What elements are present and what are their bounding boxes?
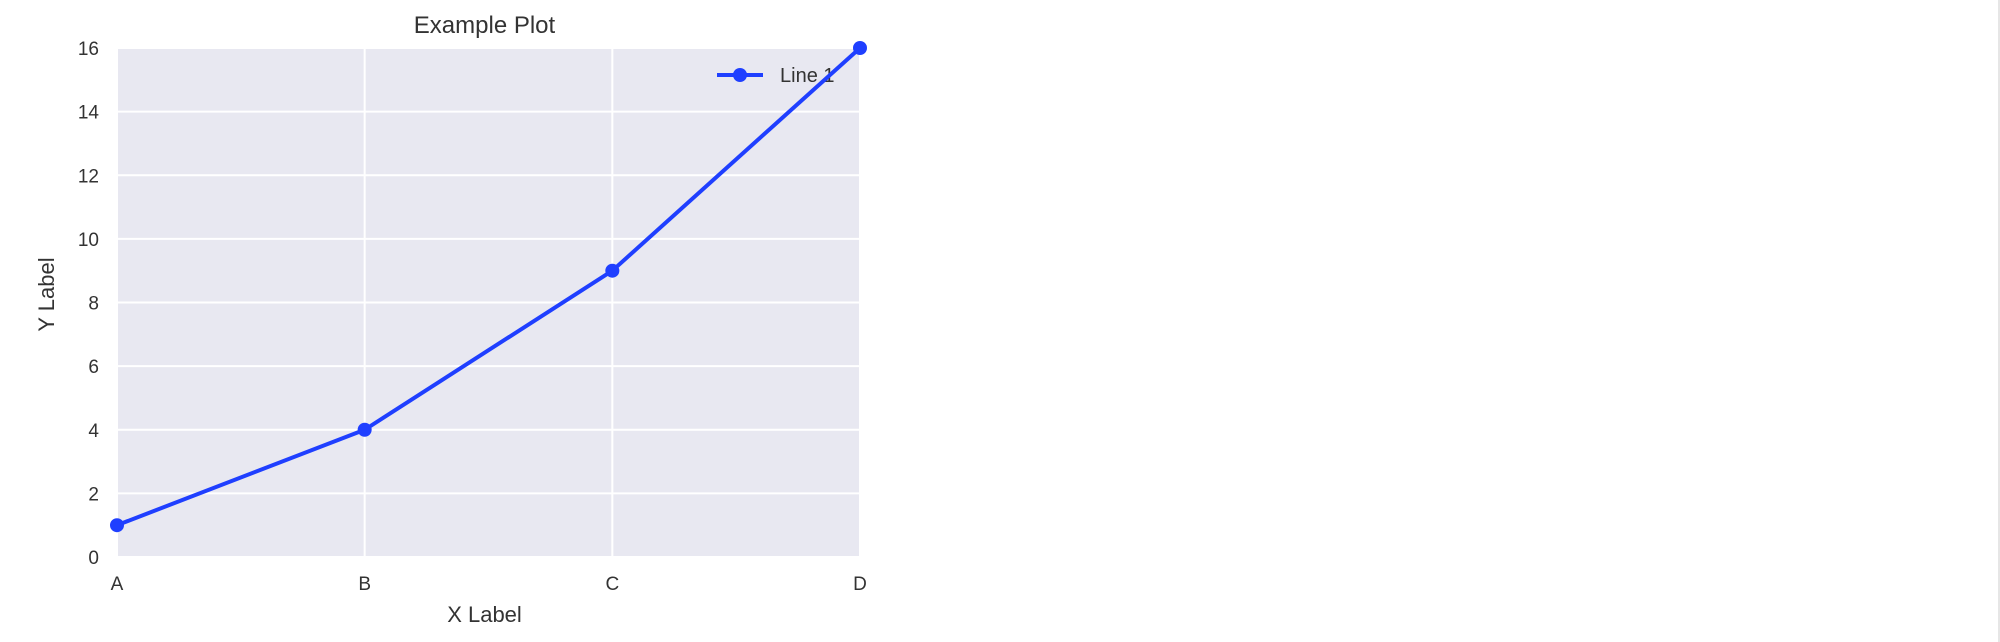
y-axis-label: Y Label bbox=[34, 257, 59, 331]
x-axis-label: X Label bbox=[447, 602, 522, 627]
y-tick-labels: 0 2 4 6 8 10 12 14 16 bbox=[78, 39, 100, 569]
y-tick-label: 10 bbox=[78, 230, 99, 251]
y-tick-label: 6 bbox=[88, 357, 99, 378]
image-border bbox=[1998, 0, 2000, 642]
y-tick-label: 0 bbox=[88, 548, 99, 569]
series-layer bbox=[110, 41, 867, 533]
x-tick-label: A bbox=[111, 574, 124, 595]
y-tick-label: 12 bbox=[78, 166, 99, 187]
series-line bbox=[116, 46, 862, 528]
x-tick-label: C bbox=[605, 574, 619, 595]
legend-marker-swatch bbox=[733, 68, 747, 82]
y-tick-label: 14 bbox=[78, 103, 100, 124]
x-tick-label: D bbox=[853, 574, 867, 595]
y-tick-label: 2 bbox=[88, 484, 99, 505]
y-tick-label: 16 bbox=[78, 39, 99, 60]
y-tick-label: 4 bbox=[88, 421, 99, 442]
data-point bbox=[605, 263, 620, 278]
data-point bbox=[110, 518, 124, 533]
x-tick-label: B bbox=[358, 574, 371, 595]
x-tick-labels: A B C D bbox=[111, 574, 867, 595]
y-tick-label: 8 bbox=[88, 294, 99, 315]
data-point bbox=[853, 41, 867, 55]
chart-title: Example Plot bbox=[414, 12, 556, 39]
grid-lines bbox=[116, 47, 861, 558]
data-point bbox=[357, 422, 372, 437]
